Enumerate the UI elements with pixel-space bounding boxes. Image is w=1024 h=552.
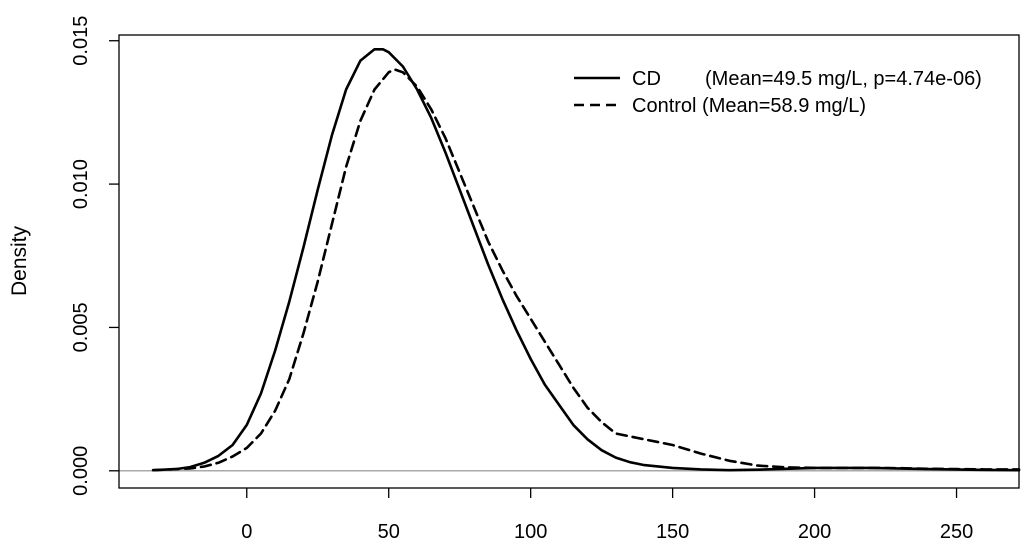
legend-detail-1: (Mean=49.5 mg/L, p=4.74e-06)	[705, 68, 982, 90]
legend-label-2: Control (Mean=58.9 mg/L)	[632, 95, 866, 117]
y-tick-label: 0.000	[70, 446, 92, 496]
x-tick-label: 150	[656, 521, 689, 543]
series-line-control	[151, 68, 1021, 472]
x-tick-label: 0	[241, 521, 252, 543]
x-tick-label: 200	[798, 521, 831, 543]
x-tick-label: 50	[378, 521, 400, 543]
x-tick-label: 100	[514, 521, 547, 543]
x-tick-label: 250	[940, 521, 973, 543]
plot-box	[118, 34, 1020, 489]
series-line-cd	[151, 48, 1021, 472]
y-axis-label: Density	[8, 225, 31, 296]
y-tick-label: 0.015	[70, 16, 92, 66]
y-tick-label: 0.005	[70, 302, 92, 352]
legend: CD (Mean=49.5 mg/L, p=4.74e-06) Control (M…	[574, 68, 982, 117]
legend-label-1: CD	[632, 68, 661, 90]
y-tick-label: 0.010	[70, 159, 92, 209]
